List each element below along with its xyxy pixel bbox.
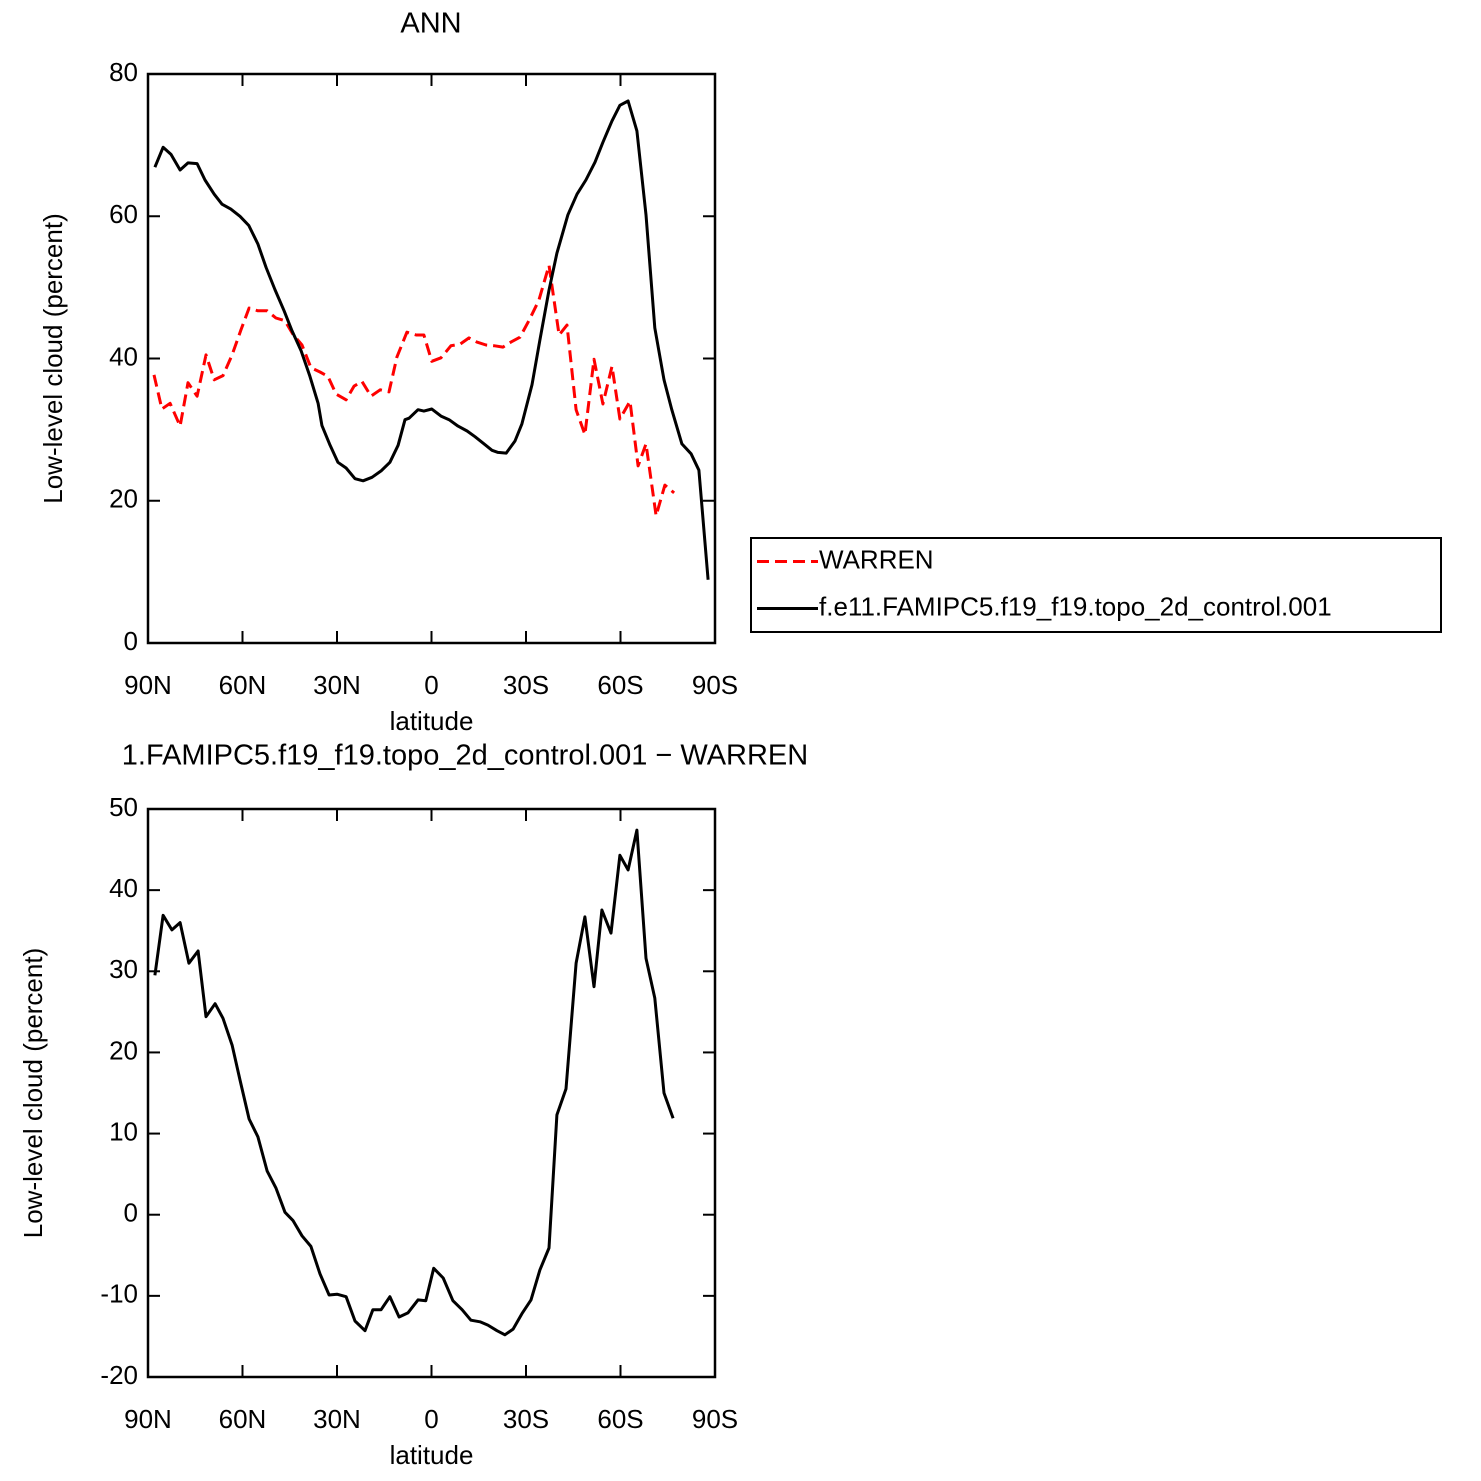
y-tick-label: 30 xyxy=(109,954,138,984)
x-tick-label: 0 xyxy=(424,670,438,700)
x-tick-label: 90S xyxy=(692,1404,738,1434)
y-tick-label: 40 xyxy=(109,341,138,371)
y-tick-label: 60 xyxy=(109,199,138,229)
data-line xyxy=(153,828,675,1337)
y-tick-label: 50 xyxy=(109,792,138,822)
x-axis-label: latitude xyxy=(390,1440,474,1470)
y-tick-label: 40 xyxy=(109,873,138,903)
y-tick-label: 20 xyxy=(109,1035,138,1065)
y-tick-label: -20 xyxy=(100,1360,138,1390)
y-tick-label: -10 xyxy=(100,1279,138,1309)
x-tick-label: 90N xyxy=(124,670,172,700)
x-tick-label: 30N xyxy=(313,670,361,700)
y-tick-label: 0 xyxy=(124,626,138,656)
data-line xyxy=(152,263,676,518)
x-tick-label: 60S xyxy=(597,1404,643,1434)
legend-box xyxy=(750,537,1442,633)
x-tick-label: 30S xyxy=(503,1404,549,1434)
y-axis-label: Low-level cloud (percent) xyxy=(18,948,48,1238)
y-tick-label: 0 xyxy=(124,1198,138,1228)
x-axis-label: latitude xyxy=(390,706,474,736)
chart-title: 1.FAMIPC5.f19_f19.topo_2d_control.001 − … xyxy=(122,740,808,772)
x-tick-label: 0 xyxy=(424,1404,438,1434)
y-axis-label: Low-level cloud (percent) xyxy=(38,213,68,503)
chart-title: ANN xyxy=(400,8,461,40)
x-tick-label: 30S xyxy=(503,670,549,700)
plot-frame xyxy=(146,807,717,1379)
legend-label: f.e11.FAMIPC5.f19_f19.topo_2d_control.00… xyxy=(819,591,1332,621)
plot-frame xyxy=(146,72,717,645)
legend-label: WARREN xyxy=(819,544,934,574)
x-tick-label: 60S xyxy=(597,670,643,700)
y-tick-label: 20 xyxy=(109,484,138,514)
x-tick-label: 60N xyxy=(219,1404,267,1434)
y-tick-label: 80 xyxy=(109,57,138,87)
x-tick-label: 60N xyxy=(219,670,267,700)
data-line xyxy=(153,99,710,580)
x-tick-label: 90N xyxy=(124,1404,172,1434)
y-tick-label: 10 xyxy=(109,1116,138,1146)
x-tick-label: 30N xyxy=(313,1404,361,1434)
x-tick-label: 90S xyxy=(692,670,738,700)
